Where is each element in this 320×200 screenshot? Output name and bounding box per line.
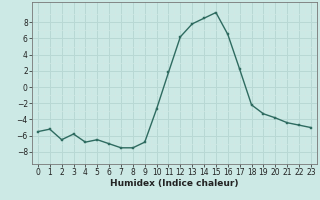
X-axis label: Humidex (Indice chaleur): Humidex (Indice chaleur) — [110, 179, 239, 188]
